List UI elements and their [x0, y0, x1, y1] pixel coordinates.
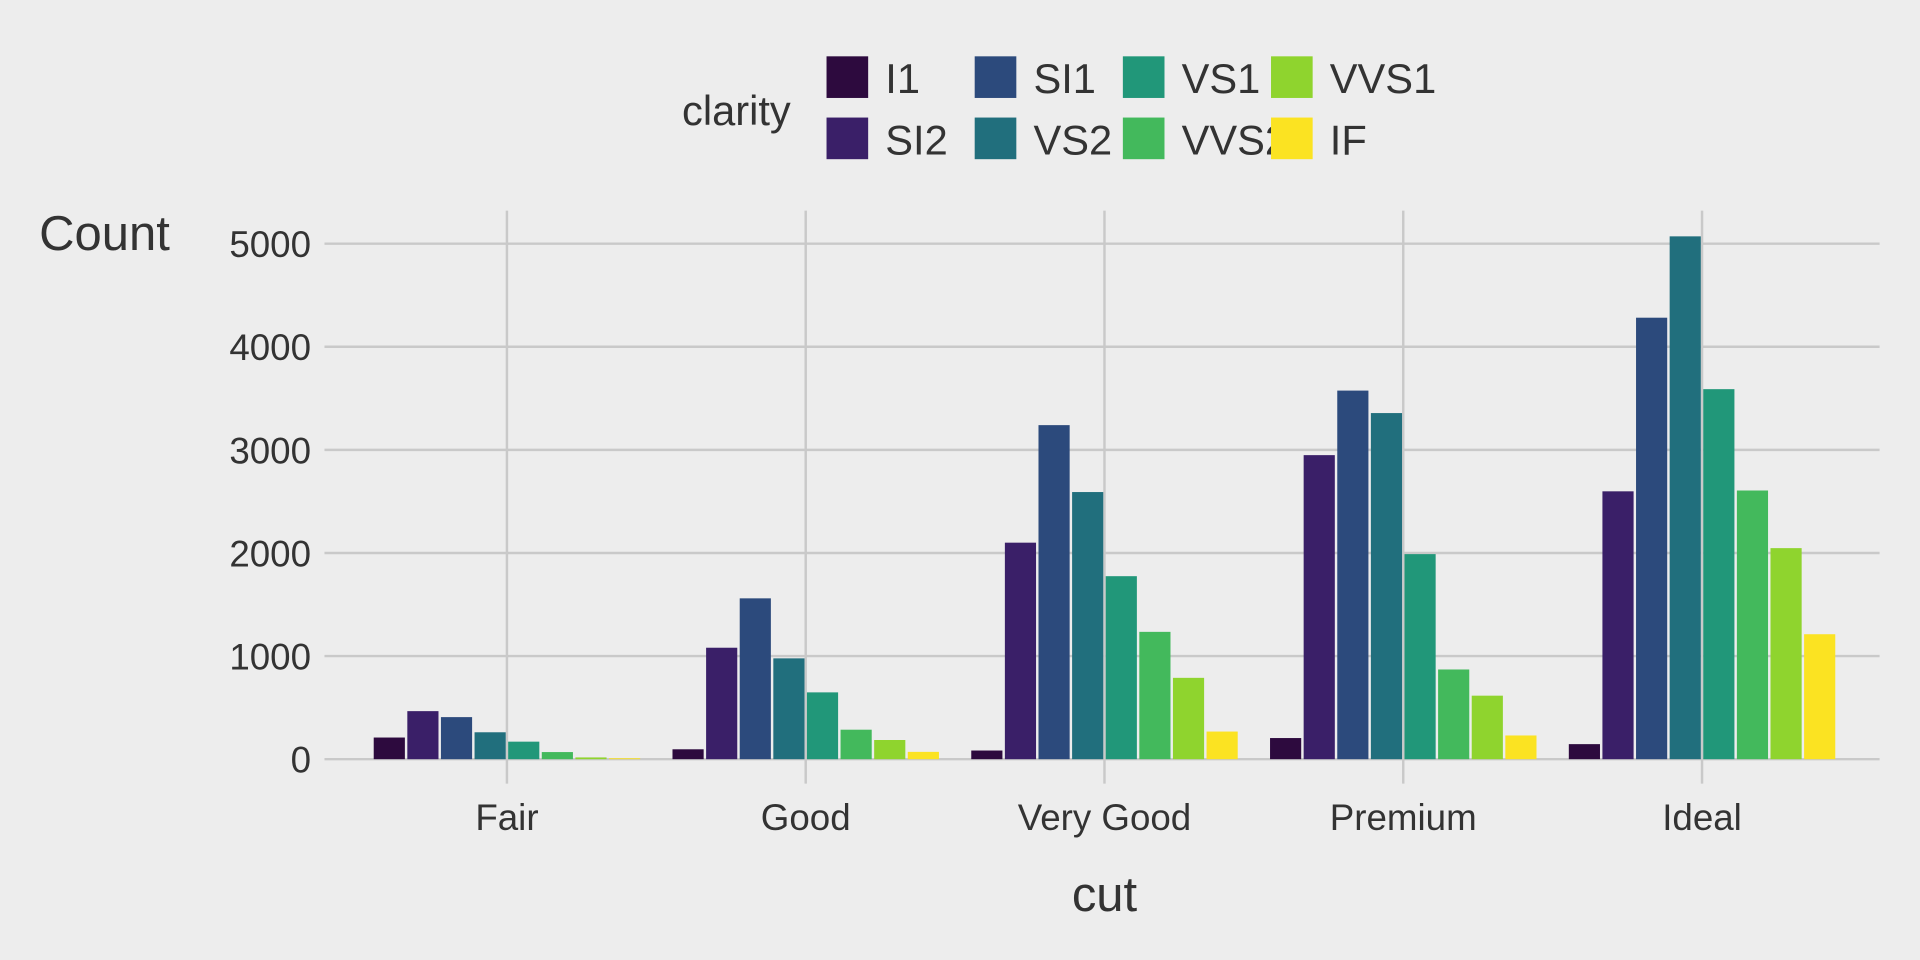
x-tick-label: Very Good [1018, 797, 1192, 838]
y-tick-label: 4000 [229, 327, 311, 368]
bar-ideal-vvs2 [1736, 490, 1769, 760]
bar-good-i1 [672, 749, 704, 760]
bars [373, 236, 1836, 760]
bar-ideal-si1 [1636, 317, 1668, 760]
y-tick-label: 5000 [229, 224, 311, 265]
bar-premium-vvs1 [1471, 695, 1503, 760]
bar-fair-if [609, 758, 641, 760]
y-tick-label: 3000 [229, 430, 311, 471]
bar-premium-if [1505, 735, 1537, 760]
legend-label-vs1: VS1 [1182, 55, 1261, 102]
x-tick-label: Premium [1330, 797, 1477, 838]
bar-ideal-vs2 [1669, 236, 1701, 760]
bar-premium-si2 [1303, 455, 1335, 760]
bar-good-vvs2 [840, 729, 872, 760]
bar-good-vs2 [773, 658, 805, 760]
legend-swatch-si1 [974, 56, 1017, 98]
bar-fair-vs1 [508, 741, 540, 760]
legend-swatch-vs2 [974, 117, 1017, 160]
bar-good-vs1 [806, 692, 839, 760]
bar-good-vvs1 [874, 740, 906, 760]
legend-label-vvs1: VVS1 [1330, 55, 1436, 102]
x-tick-labels: Fair Good Very Good Premium Ideal [475, 797, 1742, 838]
legend-swatch-vvs2 [1122, 117, 1165, 160]
bar-good-si2 [706, 647, 738, 760]
bar-fair-i1 [373, 737, 405, 760]
legend-swatch-vvs1 [1271, 56, 1313, 98]
legend-title: clarity [682, 87, 791, 134]
legend-label-si2: SI2 [885, 116, 947, 163]
bar-very-good-if [1206, 731, 1238, 760]
bar-very-good-i1 [971, 750, 1003, 760]
bar-premium-vs2 [1370, 413, 1403, 760]
bar-ideal-i1 [1568, 744, 1600, 760]
x-tick-label: Fair [475, 797, 538, 838]
legend-swatch-vs1 [1122, 56, 1165, 98]
y-tick-label: 2000 [229, 533, 311, 574]
bar-premium-vs1 [1404, 554, 1436, 760]
bar-ideal-si2 [1602, 491, 1634, 760]
bar-very-good-vs1 [1105, 576, 1137, 760]
x-tick-label: Good [761, 797, 851, 838]
x-axis-title: cut [1072, 868, 1138, 922]
bar-premium-si1 [1337, 390, 1369, 760]
bar-fair-si1 [440, 717, 473, 760]
y-tick-labels: 0 1000 2000 3000 4000 5000 [229, 224, 311, 781]
y-axis-title: Count [39, 207, 170, 261]
legend-label-si1: SI1 [1033, 55, 1095, 102]
bar-ideal-vvs1 [1770, 548, 1802, 760]
legend: clarity I1 SI2 SI1 VS2 VS1 VVS2 VVS1 IF [682, 55, 1436, 163]
bar-fair-vs2 [474, 732, 506, 760]
y-tick-label: 0 [291, 740, 311, 781]
bar-very-good-si2 [1004, 542, 1037, 760]
legend-label-vs2: VS2 [1033, 116, 1112, 163]
bar-very-good-vvs2 [1139, 631, 1171, 760]
x-tick-label: Ideal [1662, 797, 1742, 838]
legend-swatch-i1 [826, 56, 869, 98]
bar-good-si1 [739, 598, 771, 760]
legend-label-vvs2: VVS2 [1182, 116, 1288, 163]
y-tick-label: 1000 [229, 637, 311, 678]
legend-label-i1: I1 [885, 55, 920, 102]
bar-fair-si2 [407, 711, 439, 760]
bar-fair-vvs2 [541, 752, 573, 760]
legend-label-if: IF [1330, 116, 1367, 163]
bar-very-good-vvs1 [1172, 677, 1205, 760]
bar-very-good-si1 [1038, 425, 1070, 760]
bar-good-if [907, 751, 939, 760]
legend-swatch-si2 [826, 117, 869, 160]
bar-premium-i1 [1270, 738, 1302, 760]
legend-swatch-if [1271, 117, 1313, 160]
bar-ideal-vs1 [1703, 389, 1735, 760]
bar-fair-vvs1 [575, 757, 607, 760]
bar-ideal-if [1804, 634, 1836, 760]
bar-very-good-vs2 [1072, 492, 1104, 760]
bar-premium-vvs2 [1438, 669, 1470, 760]
